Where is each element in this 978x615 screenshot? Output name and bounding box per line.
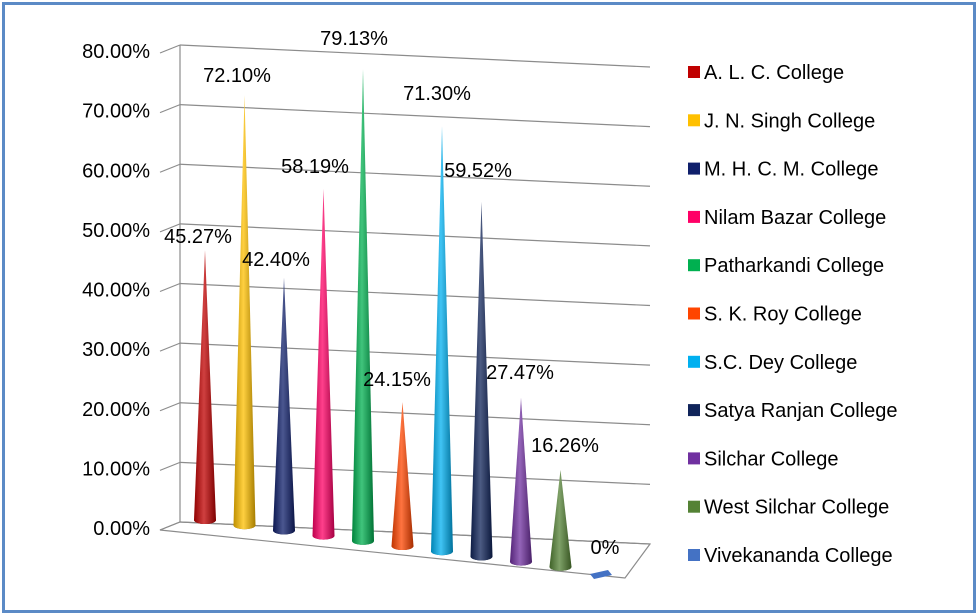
legend-swatch bbox=[688, 549, 700, 561]
bar bbox=[352, 68, 374, 545]
bars bbox=[194, 68, 612, 579]
gridline-depth bbox=[159, 461, 181, 471]
y-tick-label: 10.00% bbox=[82, 458, 150, 480]
gridline-depth bbox=[159, 104, 181, 114]
legend-swatch bbox=[688, 355, 700, 368]
legend-item: M. H. C. M. College bbox=[688, 159, 878, 181]
gridline bbox=[179, 342, 651, 366]
y-tick-label: 60.00% bbox=[82, 160, 150, 182]
gridline bbox=[179, 104, 651, 128]
bar bbox=[391, 402, 414, 550]
data-label: 0% bbox=[591, 537, 620, 559]
bar bbox=[590, 570, 612, 579]
legend-label: M. H. C. M. College bbox=[704, 159, 878, 181]
gridline-depth bbox=[159, 282, 181, 293]
gridline-depth bbox=[159, 402, 181, 412]
gridline bbox=[179, 461, 651, 485]
legend-item: S.C. Dey College bbox=[688, 352, 857, 374]
y-axis: 0.00% 10.00% 20.00% 30.00% 40.00% 50.00% 60.00… bbox=[82, 41, 181, 540]
data-label: 16.26% bbox=[531, 435, 599, 457]
bar bbox=[549, 469, 572, 571]
y-tick-label: 20.00% bbox=[82, 399, 150, 421]
bar bbox=[470, 201, 493, 561]
legend-item: Silchar College bbox=[688, 448, 839, 470]
bar bbox=[510, 397, 532, 566]
gridline bbox=[179, 163, 651, 187]
legend-swatch bbox=[688, 452, 700, 465]
legend-label: J. N. Singh College bbox=[704, 110, 875, 132]
data-label: 79.13% bbox=[320, 28, 388, 50]
legend-label: West Silchar College bbox=[704, 497, 889, 519]
legend-swatch bbox=[688, 66, 700, 78]
legend-swatch bbox=[688, 114, 700, 127]
legend-label: Nilam Bazar College bbox=[704, 207, 886, 229]
y-tick-label: 30.00% bbox=[82, 339, 150, 361]
legend-swatch bbox=[688, 404, 700, 417]
data-label: 42.40% bbox=[242, 249, 310, 271]
legend-swatch bbox=[688, 210, 700, 223]
legend-label: Satya Ranjan College bbox=[704, 400, 897, 422]
legend-label: A. L. C. College bbox=[704, 62, 844, 84]
legend-label: S. K. Roy College bbox=[704, 304, 862, 326]
bar bbox=[312, 188, 335, 540]
legend-label: Vivekananda College bbox=[704, 545, 893, 567]
data-label: 27.47% bbox=[486, 362, 554, 384]
bar bbox=[233, 95, 256, 530]
data-labels: 45.27% 72.10% 42.40% 58.19% 79.13% 24.15% 71.3… bbox=[164, 28, 620, 559]
gridline-depth bbox=[159, 163, 181, 173]
gridline-depth bbox=[159, 44, 181, 54]
data-label: 72.10% bbox=[203, 65, 271, 87]
legend-item: Satya Ranjan College bbox=[688, 400, 897, 422]
data-label: 71.30% bbox=[403, 83, 471, 105]
gridlines bbox=[159, 44, 652, 579]
y-tick-label: 0.00% bbox=[93, 518, 150, 540]
data-label: 45.27% bbox=[164, 226, 232, 248]
legend-item: West Silchar College bbox=[688, 497, 889, 519]
legend-swatch bbox=[688, 162, 700, 175]
legend-item: A. L. C. College bbox=[688, 62, 844, 84]
y-tick-label: 40.00% bbox=[82, 280, 150, 302]
legend-swatch bbox=[688, 259, 700, 272]
legend-item: J. N. Singh College bbox=[688, 110, 875, 132]
legend-item: S. K. Roy College bbox=[688, 304, 862, 326]
gridline bbox=[179, 223, 651, 247]
gridline bbox=[179, 44, 651, 68]
gridline-depth bbox=[159, 342, 181, 352]
legend-item: Patharkandi College bbox=[688, 255, 884, 277]
legend-swatch bbox=[688, 500, 700, 513]
y-tick-label: 50.00% bbox=[82, 220, 150, 242]
legend: A. L. C. College J. N. Singh College M. H.… bbox=[688, 62, 897, 567]
legend-label: Patharkandi College bbox=[704, 255, 884, 277]
bar bbox=[431, 126, 453, 556]
gridline bbox=[179, 402, 651, 426]
bar bbox=[194, 250, 216, 524]
y-tick-label: 70.00% bbox=[82, 101, 150, 123]
legend-item: Nilam Bazar College bbox=[688, 207, 886, 229]
legend-label: Silchar College bbox=[704, 448, 839, 470]
gridline bbox=[179, 282, 651, 307]
data-label: 59.52% bbox=[444, 160, 512, 182]
data-label: 58.19% bbox=[281, 156, 349, 178]
legend-swatch bbox=[688, 307, 700, 320]
floor bbox=[159, 521, 652, 579]
gridline-depth bbox=[159, 223, 181, 233]
data-label: 24.15% bbox=[363, 369, 431, 391]
y-tick-label: 80.00% bbox=[82, 41, 150, 63]
legend-label: S.C. Dey College bbox=[704, 352, 857, 374]
bar bbox=[273, 277, 295, 535]
legend-item: Vivekananda College bbox=[688, 545, 893, 567]
